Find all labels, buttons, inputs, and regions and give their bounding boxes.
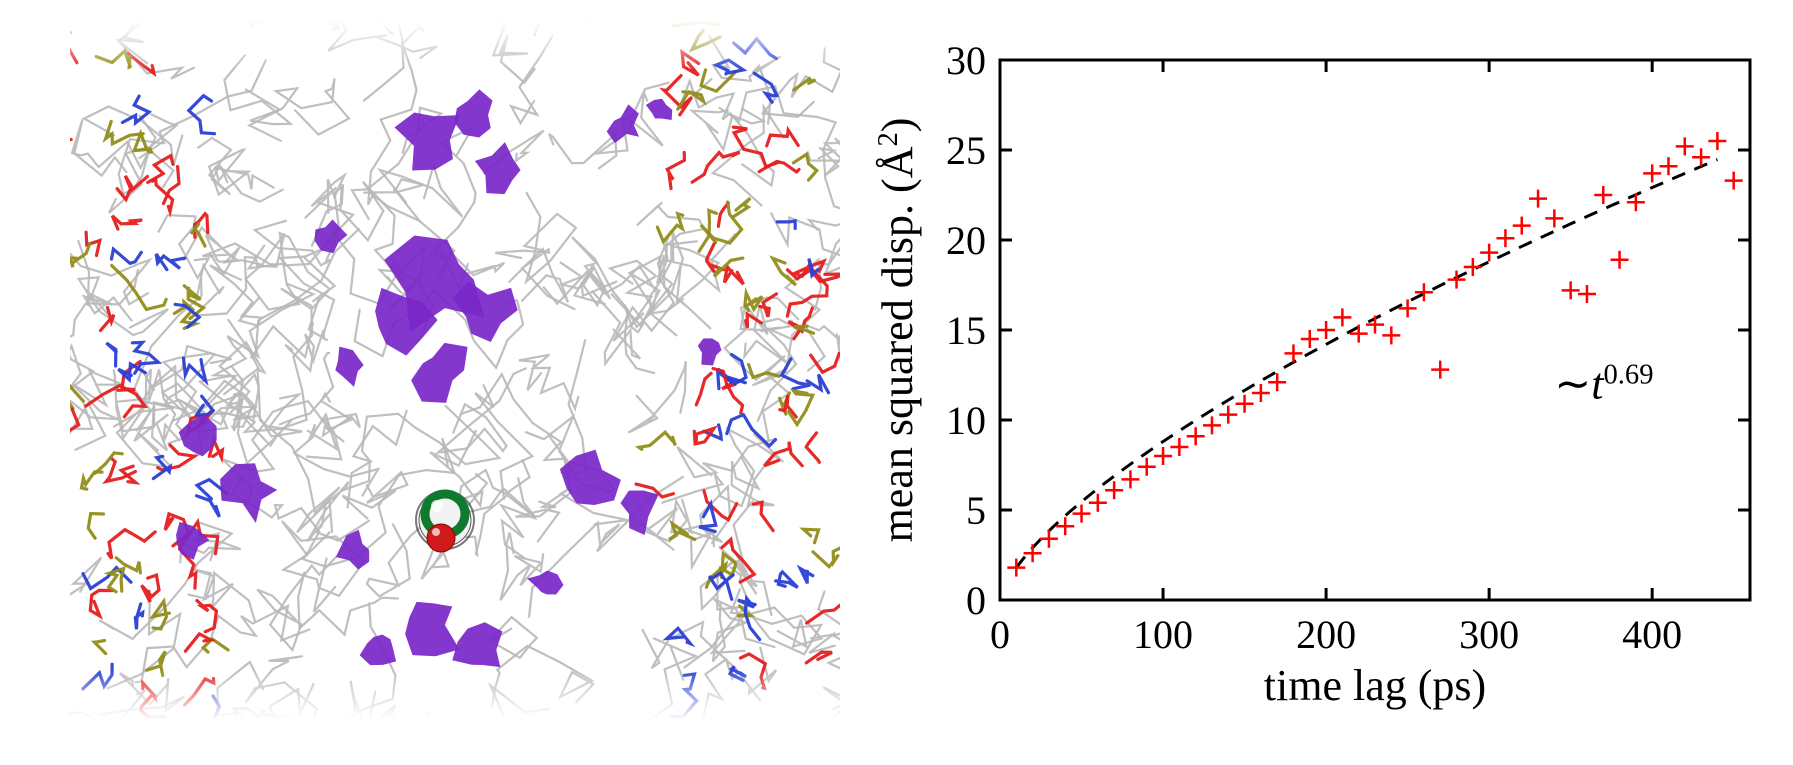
- fit-annotation: ∼t0.69: [1554, 359, 1653, 409]
- svg-text:20: 20: [946, 218, 986, 263]
- svg-text:30: 30: [946, 40, 986, 83]
- svg-text:0: 0: [966, 578, 986, 623]
- svg-text:200: 200: [1296, 612, 1356, 657]
- svg-text:100: 100: [1133, 612, 1193, 657]
- msd-chart: 0 100 200 300 400 0 5 10 15 20 25 30 ∼t0.69 time l…: [870, 40, 1770, 730]
- y-axis-label: mean squared disp. (Å2): [873, 118, 923, 543]
- svg-text:10: 10: [946, 398, 986, 443]
- simulation-box: [70, 20, 840, 720]
- simulation-svg: [70, 20, 840, 720]
- scatter-points: [1007, 132, 1742, 577]
- svg-text:5: 5: [966, 488, 986, 533]
- figure-container: 0 100 200 300 400 0 5 10 15 20 25 30 ∼t0.69 time l…: [0, 0, 1793, 765]
- simulation-panel: [0, 0, 850, 765]
- svg-text:15: 15: [946, 308, 986, 353]
- x-axis-label: time lag (ps): [1264, 661, 1486, 710]
- svg-text:25: 25: [946, 128, 986, 173]
- chart-panel: 0 100 200 300 400 0 5 10 15 20 25 30 ∼t0.69 time l…: [850, 0, 1793, 765]
- svg-text:400: 400: [1622, 612, 1682, 657]
- svg-text:0: 0: [990, 612, 1010, 657]
- svg-text:300: 300: [1459, 612, 1519, 657]
